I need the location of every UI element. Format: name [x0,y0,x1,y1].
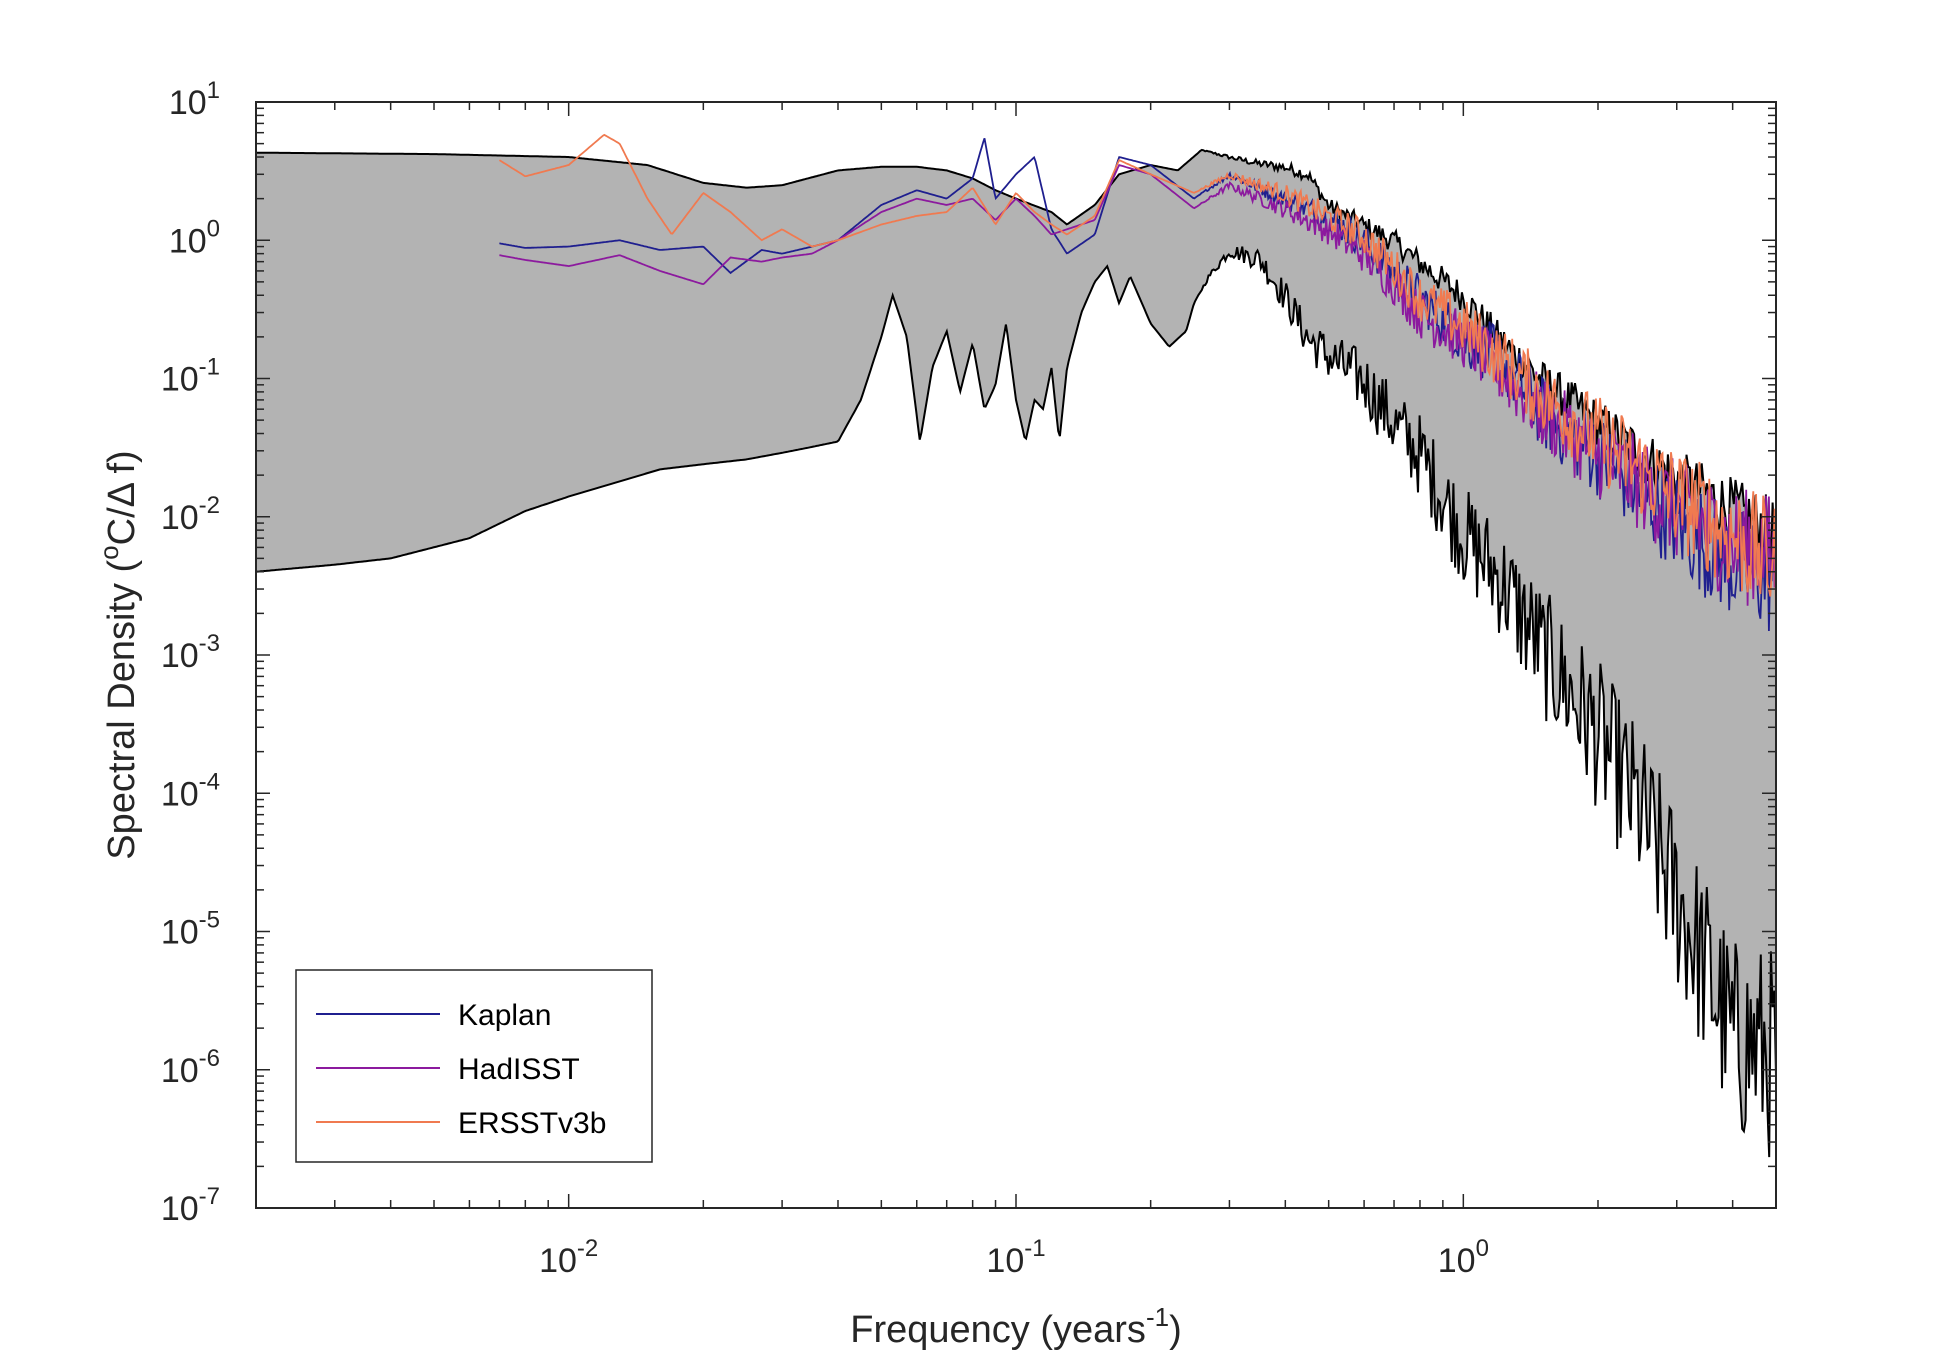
series-line-hadisst [499,164,1776,606]
y-tick-label: 10-5 [161,907,220,952]
envelope-band [256,149,1776,1158]
y-tick-label: 10-7 [161,1183,220,1228]
y-tick-label: 10-3 [161,630,220,675]
legend-entry-hadisst: HadISST [316,1053,580,1086]
y-tick-labels: 10-7 10-6 10-5 10-4 10-3 10-2 10-1 100 101 [161,77,220,1228]
series-line-ersstv3b [498,133,1776,624]
envelope-lower-line [256,246,1776,1158]
y-axis-label: Spectral Density (oC/Δ f) [94,450,143,859]
y-tick-label: 10-4 [161,768,220,813]
axis-ticks [255,101,1777,1209]
x-tick-label: 10-1 [986,1235,1045,1280]
legend-label: Kaplan [458,999,551,1032]
x-tick-label: 100 [1438,1235,1489,1280]
x-tick-label: 10-2 [539,1235,598,1280]
y-tick-label: 100 [169,215,220,260]
legend-entry-ersstv3b: ERSSTv3b [316,1107,606,1140]
plot-area [256,133,1776,1158]
legend-label: ERSSTv3b [458,1107,606,1140]
x-tick-labels: 10-2 10-1 100 [539,1235,1489,1280]
legend-entry-kaplan: Kaplan [316,999,551,1032]
y-tick-label: 10-1 [161,354,220,399]
y-tick-label: 10-2 [161,492,220,537]
legend-label: HadISST [458,1053,580,1086]
x-axis-label: Frequency (years-1) [850,1302,1181,1350]
y-tick-label: 101 [169,77,220,122]
y-tick-label: 10-6 [161,1045,220,1090]
legend: Kaplan HadISST ERSSTv3b [295,969,653,1163]
legend-box [295,969,653,1163]
series-lines [498,133,1776,632]
